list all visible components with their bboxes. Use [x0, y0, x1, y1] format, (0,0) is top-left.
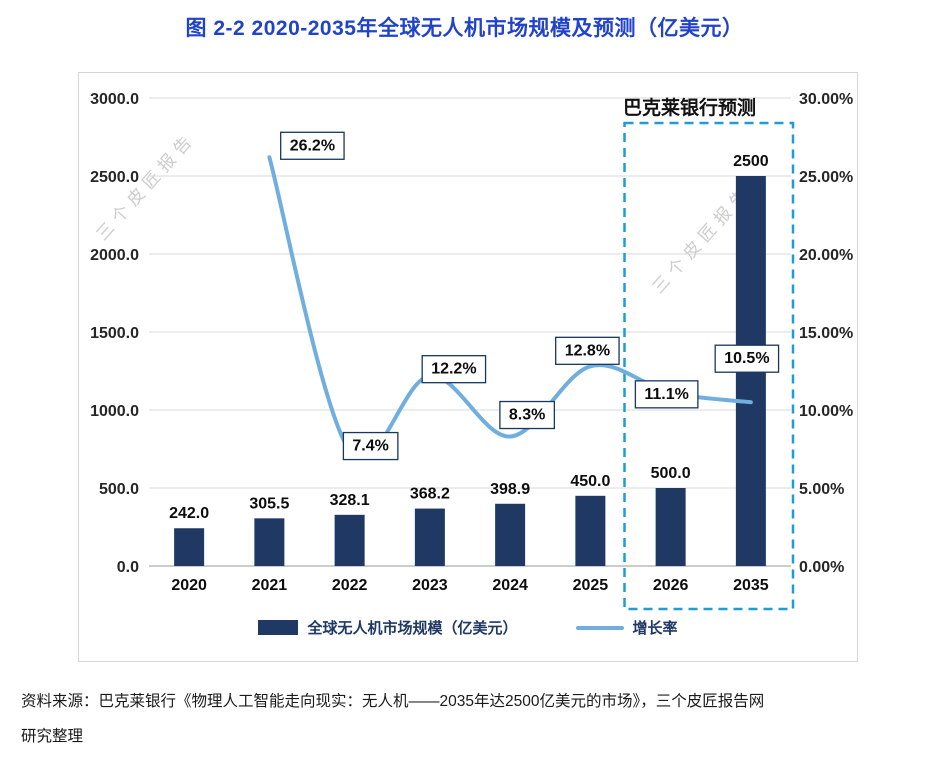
bar-value-label: 328.1 — [330, 492, 370, 509]
bar-2023 — [414, 508, 445, 566]
source-line2: 研究整理 — [21, 728, 84, 745]
right-axis-tick: 0.00% — [799, 559, 844, 576]
growth-rate-label-box — [634, 380, 699, 409]
left-axis-tick: 1000.0 — [90, 403, 139, 420]
source-note: 资料来源：巴克莱银行《物理人工智能走向现实：无人机——2035年达2500亿美元… — [21, 684, 764, 754]
bar-value-label: 450.0 — [570, 473, 610, 490]
growth-rate-label-box — [421, 355, 487, 384]
chart-legend: 全球无人机市场规模（亿美元） 增长率 — [79, 617, 857, 638]
right-axis-tick: 30.00% — [799, 91, 853, 108]
x-axis-label: 2021 — [252, 577, 288, 594]
bar-value-label: 368.2 — [410, 486, 450, 503]
bar-series-swatch — [258, 620, 299, 635]
growth-rate-label-box — [280, 131, 345, 160]
x-axis-label: 2025 — [573, 577, 609, 594]
growth-rate-label: 26.2% — [290, 137, 335, 154]
right-axis-tick: 25.00% — [799, 169, 853, 186]
chart-container: 三个皮匠报告 三个皮匠报告 0.0 0.00% 500.0 5.00% 1000.0 10… — [78, 72, 858, 662]
left-axis-tick: 1500.0 — [90, 325, 139, 342]
source-line1: 资料来源：巴克莱银行《物理人工智能走向现实：无人机——2035年达2500亿美元… — [21, 693, 765, 710]
growth-rate-label-box — [499, 400, 556, 430]
growth-rate-label-box — [555, 336, 620, 365]
forecast-annotation: 巴克莱银行预测 — [623, 98, 757, 119]
left-axis-tick: 3000.0 — [90, 91, 139, 108]
x-axis-label: 2024 — [492, 577, 528, 594]
growth-rate-label: 12.2% — [431, 361, 476, 378]
bar-value-label: 2500 — [733, 153, 769, 170]
chart-title: 图 2-2 2020-2035年全球无人机市场规模及预测（亿美元） — [185, 17, 744, 40]
right-axis-tick: 15.00% — [799, 325, 853, 342]
left-axis-tick: 0.0 — [117, 559, 139, 576]
bar-2021 — [254, 518, 285, 566]
bar-value-label: 500.0 — [651, 465, 691, 482]
growth-rate-label: 10.5% — [724, 350, 769, 367]
left-axis-tick: 2000.0 — [90, 247, 139, 264]
x-axis-label: 2023 — [412, 577, 448, 594]
growth-rate-label: 8.3% — [509, 407, 545, 424]
bar-2024 — [495, 503, 526, 566]
bar-2022 — [334, 514, 365, 566]
bar-2026 — [655, 488, 686, 566]
bar-2025 — [575, 495, 606, 566]
growth-rate-label: 7.4% — [352, 438, 388, 455]
line-series-swatch — [575, 625, 624, 630]
growth-rate-label: 11.1% — [644, 386, 688, 403]
bar-value-label: 305.5 — [249, 495, 289, 512]
bar-series-label: 全球无人机市场规模（亿美元） — [307, 620, 518, 637]
right-axis-tick: 5.00% — [799, 481, 844, 498]
bar-value-label: 242.0 — [169, 505, 209, 522]
line-series-label: 增长率 — [632, 620, 678, 637]
x-axis-label: 2022 — [332, 577, 368, 594]
x-axis-label: 2020 — [171, 577, 207, 594]
legend-item-growth-rate: 增长率 — [575, 617, 678, 638]
bar-value-label: 398.9 — [490, 481, 530, 498]
left-axis-tick: 500.0 — [99, 481, 139, 498]
forecast-dashed-box — [623, 121, 795, 611]
right-axis-tick: 20.00% — [799, 247, 853, 264]
growth-rate-label-box — [714, 344, 780, 373]
x-axis-label: 2026 — [653, 577, 689, 594]
legend-item-market-size: 全球无人机市场规模（亿美元） — [258, 617, 518, 638]
growth-rate-label-box — [342, 431, 399, 461]
bar-2020 — [174, 528, 205, 566]
growth-rate-label: 12.8% — [565, 342, 610, 359]
right-axis-tick: 10.00% — [799, 403, 853, 420]
x-axis-label: 2035 — [733, 577, 769, 594]
market-size-chart: 0.0 0.00% 500.0 5.00% 1000.0 10.00% 1500.0 15.0… — [90, 91, 853, 611]
left-axis-tick: 2500.0 — [90, 169, 139, 186]
